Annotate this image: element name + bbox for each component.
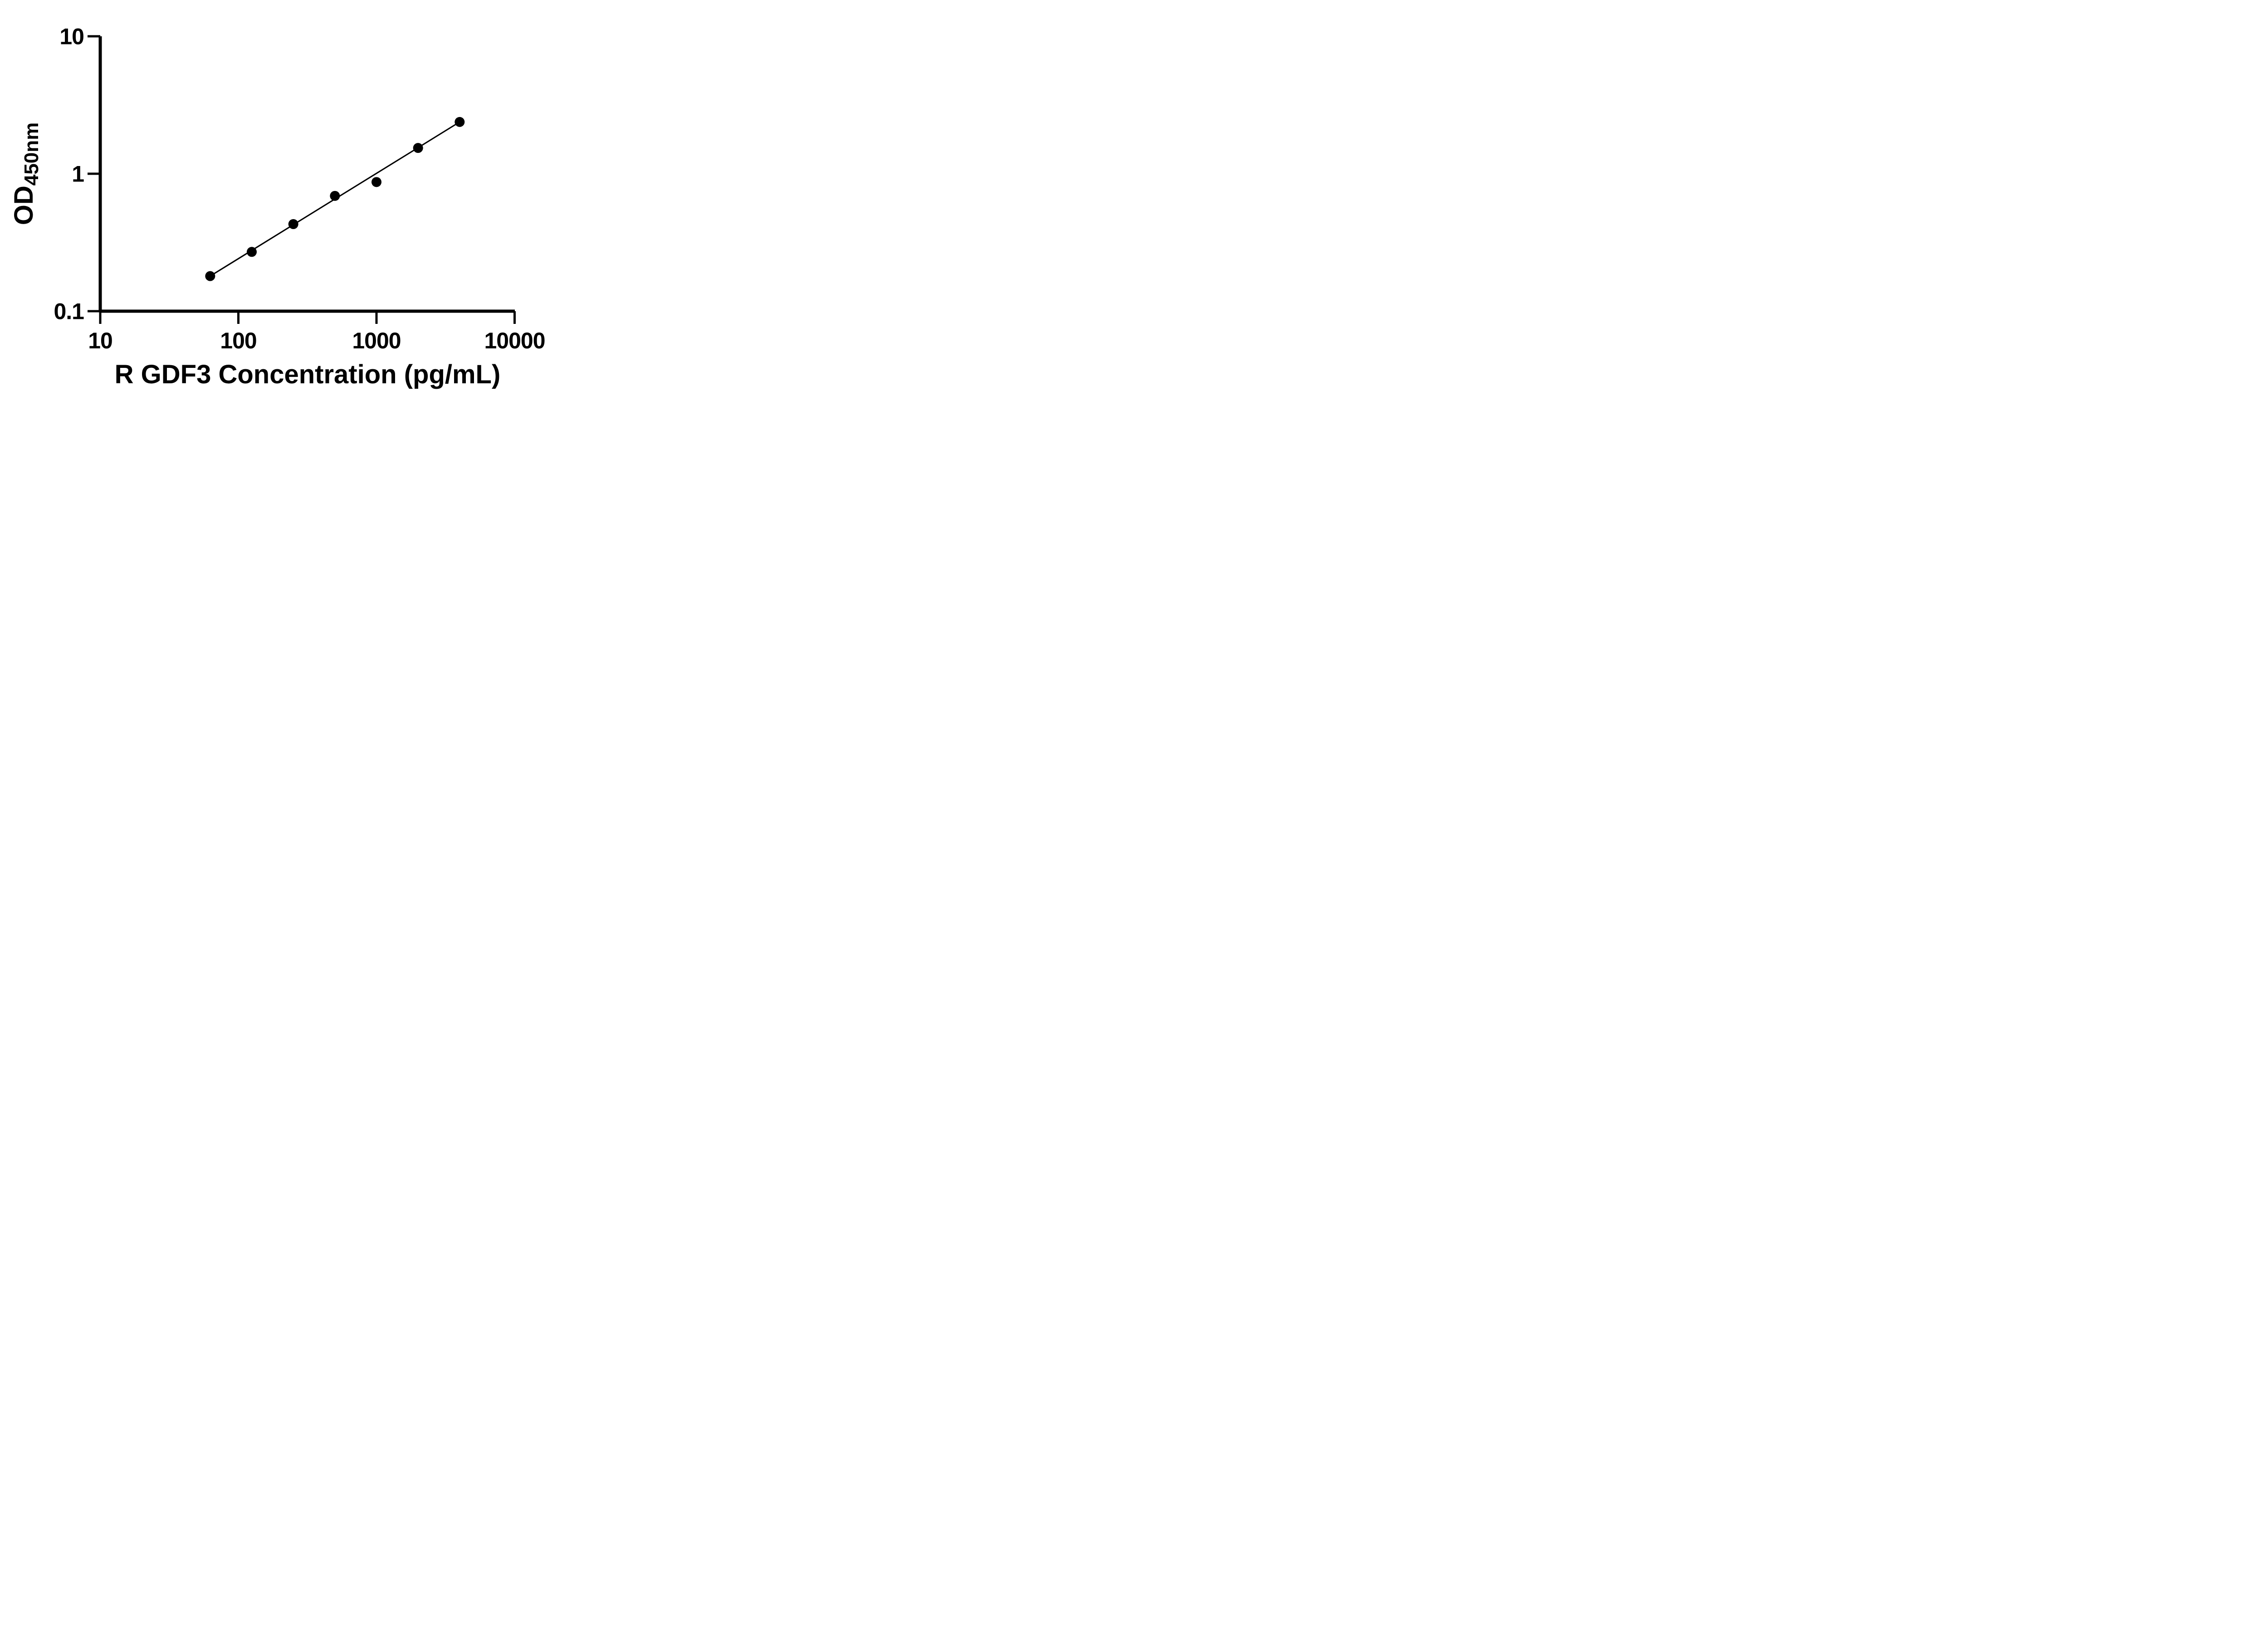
x-tick-label: 1000 (352, 328, 401, 353)
y-tick-label: 1 (72, 161, 84, 187)
x-tick-label: 10000 (484, 328, 545, 353)
ticks (88, 35, 516, 324)
data-point (455, 117, 465, 127)
tick-labels: 10 100 1000 10000 10 1 0.1 (54, 24, 545, 354)
standard-curve-figure: 10 100 1000 10000 10 1 0.1 R GDF3 Concentratio… (0, 0, 571, 408)
x-tick-label: 100 (220, 328, 256, 353)
data-point (371, 177, 381, 187)
y-axis-title-main: OD (9, 186, 39, 225)
data-point (330, 191, 340, 201)
data-point (205, 271, 215, 281)
x-tick-label: 10 (88, 328, 112, 353)
y-axis-title: OD450nm (9, 122, 43, 225)
y-tick-label: 10 (59, 24, 84, 49)
x-axis-title: R GDF3 Concentration (pg/mL) (115, 360, 501, 389)
y-axis-title-subscript: 450nm (20, 122, 43, 186)
axes (98, 36, 515, 313)
scatter-plot: 10 100 1000 10000 10 1 0.1 R GDF3 Concentratio… (9, 24, 546, 390)
y-tick-label: 0.1 (54, 299, 84, 324)
data-series (205, 117, 465, 281)
data-point (247, 247, 257, 257)
data-point (413, 143, 423, 153)
data-point (288, 219, 298, 230)
